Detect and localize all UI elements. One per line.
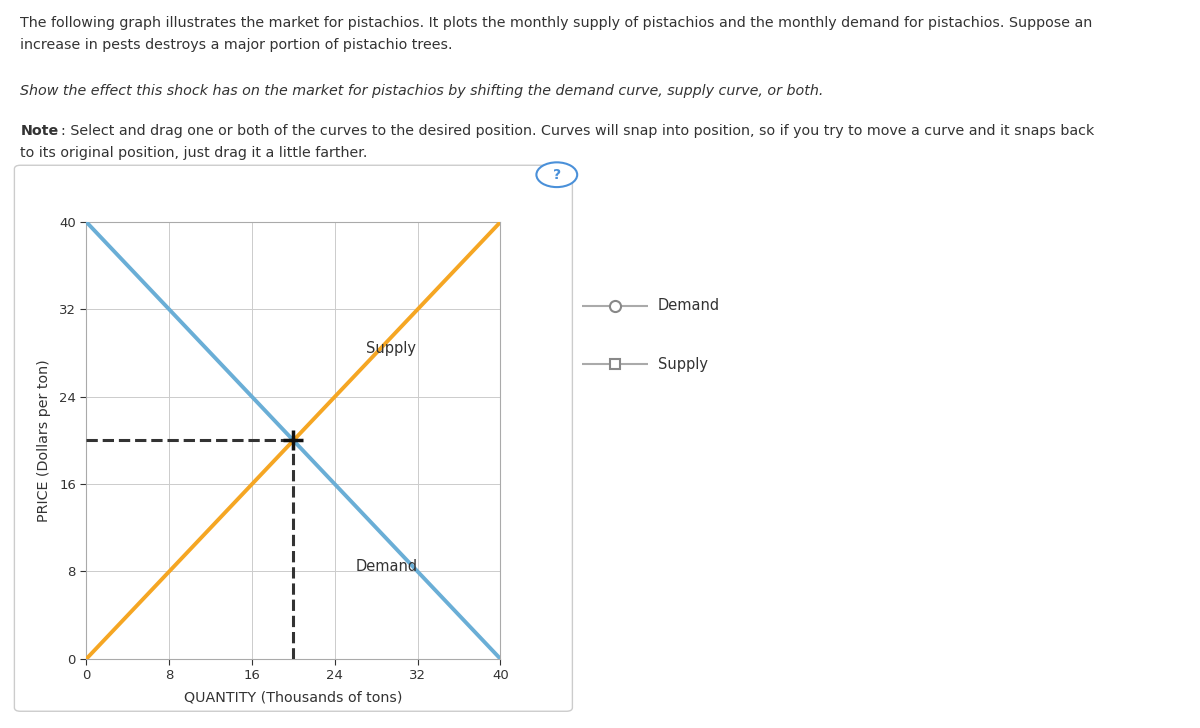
Text: Demand: Demand bbox=[658, 298, 720, 313]
Text: : Select and drag one or both of the curves to the desired position. Curves will: : Select and drag one or both of the cur… bbox=[61, 124, 1094, 138]
Y-axis label: PRICE (Dollars per ton): PRICE (Dollars per ton) bbox=[37, 359, 50, 522]
Text: Show the effect this shock has on the market for pistachios by shifting the dema: Show the effect this shock has on the ma… bbox=[20, 84, 823, 98]
Text: The following graph illustrates the market for pistachios. It plots the monthly : The following graph illustrates the mark… bbox=[20, 16, 1093, 30]
Text: increase in pests destroys a major portion of pistachio trees.: increase in pests destroys a major porti… bbox=[20, 38, 452, 52]
Text: Note: Note bbox=[20, 124, 59, 138]
Text: ?: ? bbox=[553, 167, 560, 182]
Text: Supply: Supply bbox=[658, 357, 708, 371]
X-axis label: QUANTITY (Thousands of tons): QUANTITY (Thousands of tons) bbox=[184, 691, 403, 705]
Text: Demand: Demand bbox=[355, 560, 418, 574]
Text: to its original position, just drag it a little farther.: to its original position, just drag it a… bbox=[20, 146, 367, 159]
Text: Supply: Supply bbox=[366, 341, 416, 356]
